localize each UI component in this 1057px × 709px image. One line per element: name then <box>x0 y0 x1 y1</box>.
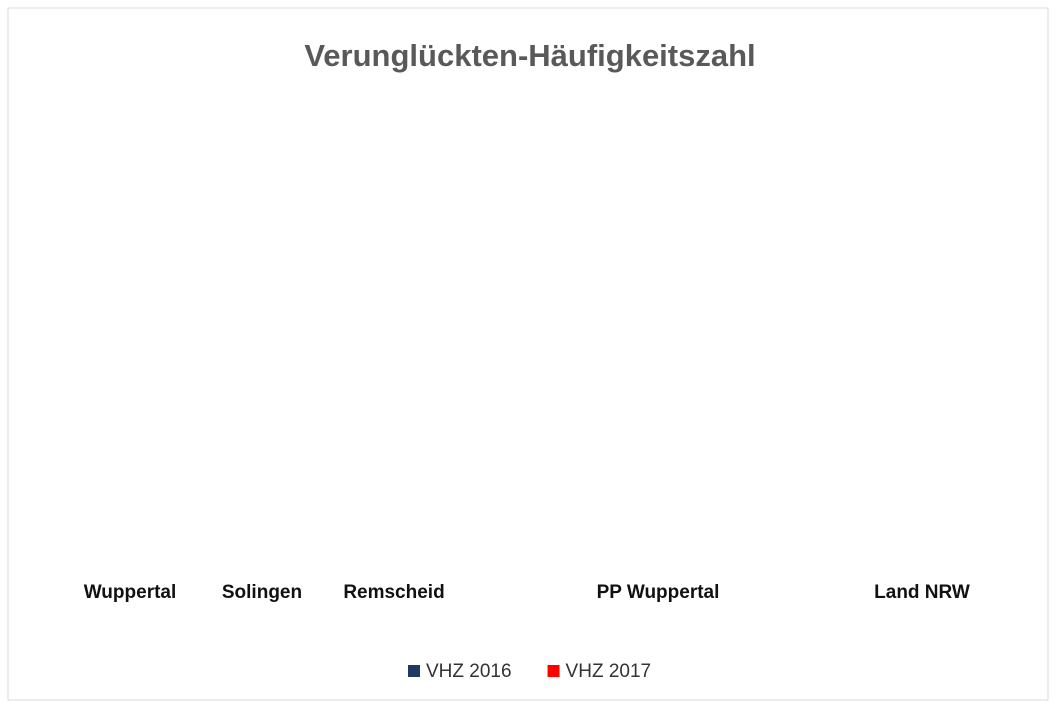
data-label: 342 <box>617 250 650 272</box>
x-tick-label: Solingen <box>222 582 302 603</box>
x-tick-label: Remscheid <box>343 582 444 603</box>
legend-swatch <box>408 665 420 677</box>
data-label: 401 <box>221 188 254 210</box>
data-label: 430 <box>943 158 976 180</box>
x-tick-label: PP Wuppertal <box>597 582 720 603</box>
data-label: 350 <box>151 241 184 263</box>
chart-title: Verunglückten-Häufigkeitszahl <box>304 38 755 73</box>
data-label: 305 <box>353 288 386 310</box>
data-label: 319 <box>415 274 448 296</box>
legend-label: VHZ 2017 <box>566 661 652 682</box>
x-tick-label: Wuppertal <box>84 582 177 603</box>
data-label: 329 <box>89 263 122 285</box>
data-label: 445 <box>881 142 914 164</box>
chart-border <box>7 7 1049 701</box>
data-label: 339 <box>679 253 712 275</box>
legend-swatch <box>547 665 560 677</box>
legend-label: VHZ 2016 <box>426 661 512 682</box>
x-tick-label: Land NRW <box>874 582 970 603</box>
data-label: 329 <box>283 263 316 285</box>
